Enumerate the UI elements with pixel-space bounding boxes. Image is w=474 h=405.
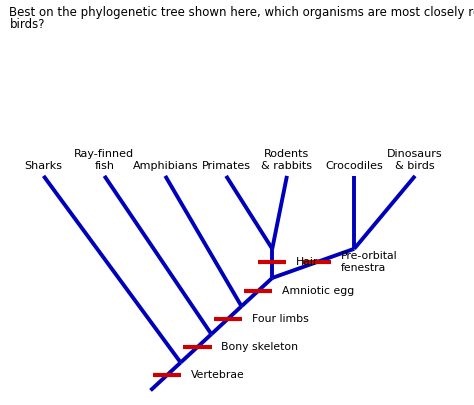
Text: Crocodiles: Crocodiles	[325, 161, 383, 171]
Text: Primates: Primates	[201, 161, 251, 171]
Text: Dinosaurs
& birds: Dinosaurs & birds	[387, 149, 443, 171]
Text: Bony skeleton: Bony skeleton	[221, 342, 298, 352]
Text: Rodents
& rabbits: Rodents & rabbits	[262, 149, 312, 171]
Text: Pre-orbital
fenestra: Pre-orbital fenestra	[341, 251, 398, 273]
Text: birds?: birds?	[9, 18, 45, 31]
Text: Amniotic egg: Amniotic egg	[282, 286, 355, 296]
Text: Best on the phylogenetic tree shown here, which organisms are most closely relat: Best on the phylogenetic tree shown here…	[9, 6, 474, 19]
Text: Ray-finned
fish: Ray-finned fish	[74, 149, 135, 171]
Text: Four limbs: Four limbs	[252, 314, 309, 324]
Text: Sharks: Sharks	[25, 161, 63, 171]
Text: Amphibians: Amphibians	[132, 161, 198, 171]
Text: Vertebrae: Vertebrae	[191, 370, 245, 380]
Text: Hair: Hair	[296, 257, 319, 267]
